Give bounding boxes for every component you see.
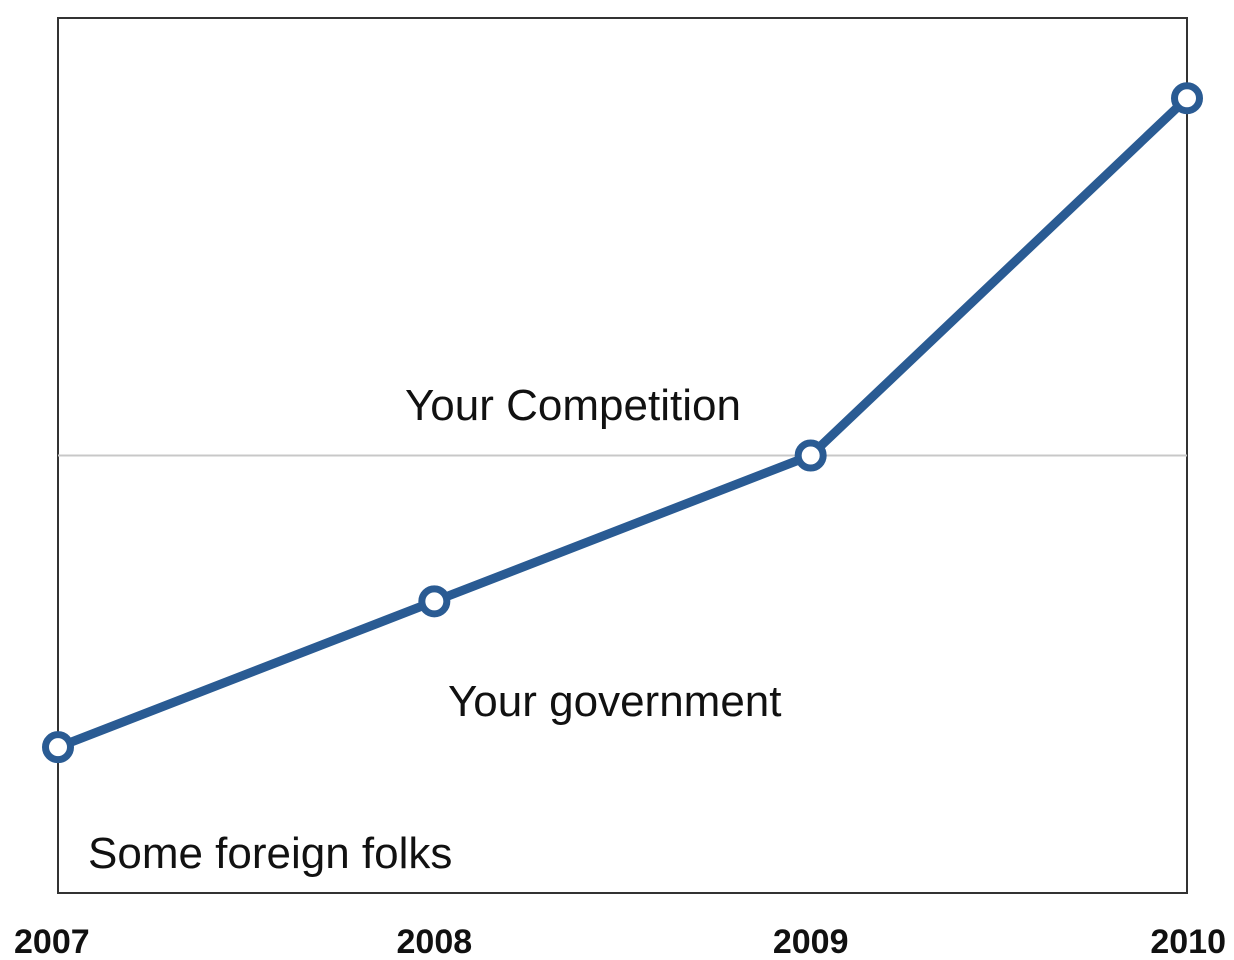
annotation-your-government: Your government xyxy=(448,677,781,726)
x-tick-label-2007: 2007 xyxy=(14,923,90,960)
series-line xyxy=(53,93,1192,752)
x-tick-label-2009: 2009 xyxy=(773,923,849,960)
data-point-2008 xyxy=(418,585,451,618)
annotation-your-competition: Your Competition xyxy=(405,381,741,430)
data-point-2007 xyxy=(42,731,74,764)
data-point-2010 xyxy=(1171,82,1203,115)
x-tick-labels: 2007 2008 2009 2010 xyxy=(14,923,1226,960)
series-group xyxy=(42,82,1203,764)
x-tick-label-2010: 2010 xyxy=(1150,923,1226,960)
annotation-some-foreign-folks: Some foreign folks xyxy=(88,829,452,878)
annotation-group: Your Competition Your government Some fo… xyxy=(88,381,781,878)
x-tick-label-2008: 2008 xyxy=(397,923,473,960)
data-point-2009 xyxy=(794,439,827,472)
